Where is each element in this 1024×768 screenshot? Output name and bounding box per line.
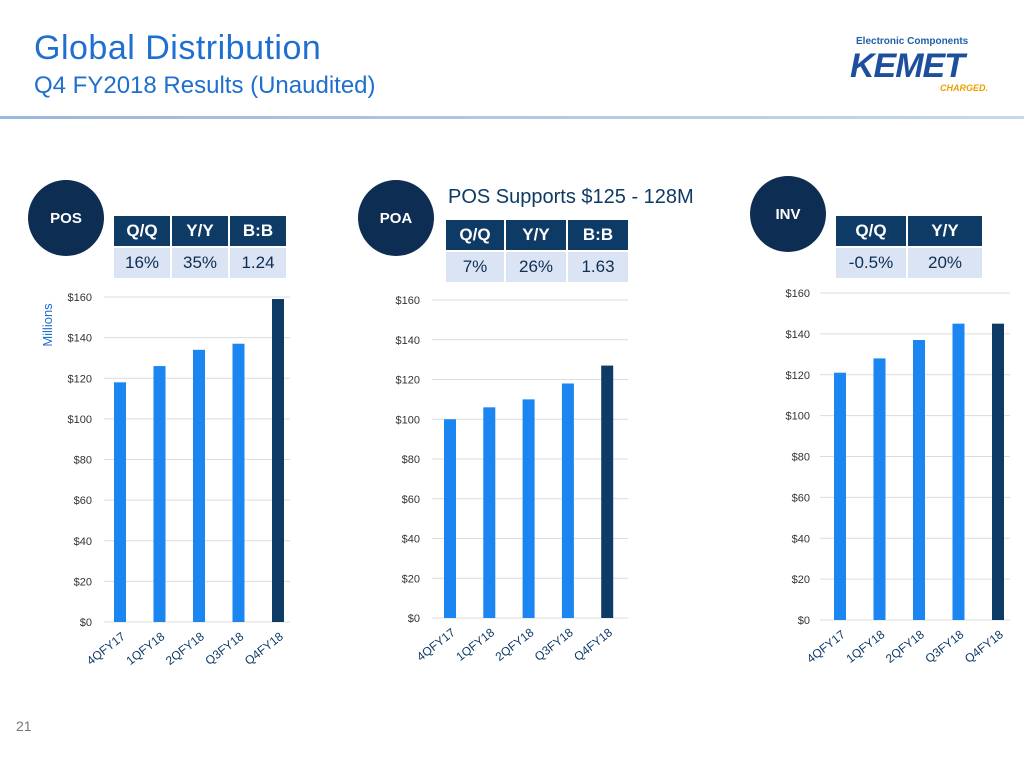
pos-y-tick-label: $160 [68, 292, 92, 304]
inv-y-tick-label: $100 [786, 411, 810, 423]
inv-stat-value-qq: -0.5% [836, 246, 908, 278]
inv-bar-1QFY18 [873, 358, 886, 620]
poa-stat-value-qq: 7% [446, 250, 506, 282]
poa-y-tick-label: $20 [402, 573, 420, 585]
pos-bar-Q4FY18 [272, 299, 284, 622]
inv-y-tick-label: $80 [792, 452, 810, 464]
pos-y-tick-label: $80 [74, 455, 92, 467]
poa-bar-4QFY17 [444, 419, 456, 618]
pos-bar-2QFY18 [193, 349, 205, 622]
inv-y-tick-label: $160 [786, 288, 810, 300]
poa-x-tick-label: Q4FY18 [571, 625, 615, 664]
inv-y-tick-label: $20 [792, 574, 810, 586]
pos-stat-value-yy: 35% [171, 246, 230, 278]
inv-y-tick-label: $40 [792, 533, 810, 545]
inv-stat-value-yy: 20% [907, 246, 984, 278]
poa-bar-1QFY18 [483, 407, 496, 618]
pos-y-tick-label: $60 [74, 495, 92, 507]
poa-stat-header-bb: B:B [567, 220, 630, 251]
logo-tagline-top: Electronic Components [856, 36, 969, 47]
inv-x-tick-label: 2QFY18 [883, 627, 927, 666]
inv-badge-label: INV [775, 205, 801, 223]
poa-stats-table: Q/Q Y/Y B:B 7% 26% 1.63 [446, 220, 630, 282]
inv-stats-table: Q/Q Y/Y -0.5% 20% [836, 216, 984, 278]
poa-headline: POS Supports $125 - 128M [448, 186, 694, 208]
poa-y-tick-label: $120 [396, 375, 420, 387]
pos-y-axis-label: Millions [40, 303, 55, 347]
pos-y-tick-label: $120 [68, 373, 92, 385]
pos-bar-Q3FY18 [232, 343, 245, 622]
inv-bar-Q3FY18 [952, 323, 965, 620]
pos-x-tick-label: 1QFY18 [124, 629, 168, 668]
pos-y-tick-label: $140 [68, 333, 92, 345]
poa-badge-label: POA [379, 209, 413, 227]
inv-bar-4QFY17 [834, 372, 846, 620]
poa-stat-value-bb: 1.63 [567, 250, 630, 282]
inv-y-tick-label: $60 [792, 492, 810, 504]
poa-chart: $0 $20 $40 $60 $80 $100 $120 $140 $160 4QFY171QFY… [396, 295, 628, 664]
pos-x-tick-label: 2QFY18 [163, 629, 207, 668]
slide-subtitle: Q4 FY2018 Results (Unaudited) [34, 72, 376, 99]
page-number: 21 [16, 718, 32, 734]
pos-stat-value-bb: 1.24 [229, 246, 288, 278]
pos-y-tick-label: $0 [80, 617, 92, 629]
inv-y-tick-label: $120 [786, 370, 810, 382]
poa-y-tick-label: $60 [402, 494, 420, 506]
inv-bar-Q4FY18 [992, 323, 1004, 620]
poa-y-tick-label: $40 [402, 534, 420, 546]
inv-x-tick-label: 4QFY17 [804, 627, 848, 666]
inv-x-tick-label: Q4FY18 [962, 627, 1006, 666]
inv-x-tick-label: Q3FY18 [923, 627, 967, 666]
inv-y-tick-label: $140 [786, 329, 810, 341]
poa-stat-header-yy: Y/Y [505, 220, 568, 251]
pos-stat-header-qq: Q/Q [114, 216, 172, 247]
inv-y-tick-label: $0 [798, 615, 810, 627]
poa-y-tick-label: $140 [396, 335, 420, 347]
poa-y-tick-label: $100 [396, 414, 420, 426]
pos-stats-table: Q/Q Y/Y B:B 16% 35% 1.24 [114, 216, 288, 278]
poa-bar-Q3FY18 [561, 383, 574, 618]
poa-y-tick-label: $160 [396, 295, 420, 307]
pos-chart: $0 $20 $40 $60 $80 $100 $120 $140 $160 Millions 4Q… [40, 292, 290, 668]
poa-stat-header-qq: Q/Q [446, 220, 506, 251]
inv-chart: $0 $20 $40 $60 $80 $100 $120 $140 $160 4QFY171QFY… [786, 288, 1010, 666]
poa-bar-2QFY18 [522, 399, 535, 618]
header-divider [0, 116, 1024, 119]
poa-badge: POA [358, 180, 434, 256]
pos-bar-1QFY18 [153, 366, 166, 622]
poa-bar-Q4FY18 [601, 365, 614, 618]
logo-wordmark: KEMET [850, 47, 965, 85]
poa-y-tick-label: $80 [402, 454, 420, 466]
inv-bar-2QFY18 [913, 340, 925, 620]
pos-x-tick-label: 4QFY17 [84, 629, 128, 668]
poa-x-tick-label: Q3FY18 [532, 625, 576, 664]
pos-badge-label: POS [50, 209, 82, 227]
pos-y-tick-label: $100 [68, 414, 92, 426]
poa-stat-value-yy: 26% [505, 250, 568, 282]
poa-x-tick-label: 4QFY17 [414, 625, 458, 664]
pos-stat-value-qq: 16% [114, 246, 172, 278]
pos-x-tick-label: Q3FY18 [203, 629, 247, 668]
pos-y-tick-label: $20 [74, 576, 92, 588]
pos-badge: POS [28, 180, 104, 256]
pos-y-tick-label: $40 [74, 536, 92, 548]
pos-stat-header-yy: Y/Y [171, 216, 230, 247]
poa-y-tick-label: $0 [408, 613, 420, 625]
inv-x-tick-label: 1QFY18 [844, 627, 888, 666]
pos-stat-header-bb: B:B [229, 216, 288, 247]
inv-stat-header-yy: Y/Y [907, 216, 984, 247]
pos-bar-4QFY17 [114, 382, 126, 622]
logo-tagline-bottom: CHARGED. [940, 83, 989, 93]
poa-x-tick-label: 2QFY18 [493, 625, 537, 664]
inv-badge: INV [750, 176, 826, 252]
inv-stat-header-qq: Q/Q [836, 216, 908, 247]
kemet-logo: Electronic Components KEMET CHARGED. [842, 36, 998, 96]
pos-x-tick-label: Q4FY18 [242, 629, 286, 668]
slide-title: Global Distribution [34, 29, 322, 67]
poa-x-tick-label: 1QFY18 [453, 625, 497, 664]
